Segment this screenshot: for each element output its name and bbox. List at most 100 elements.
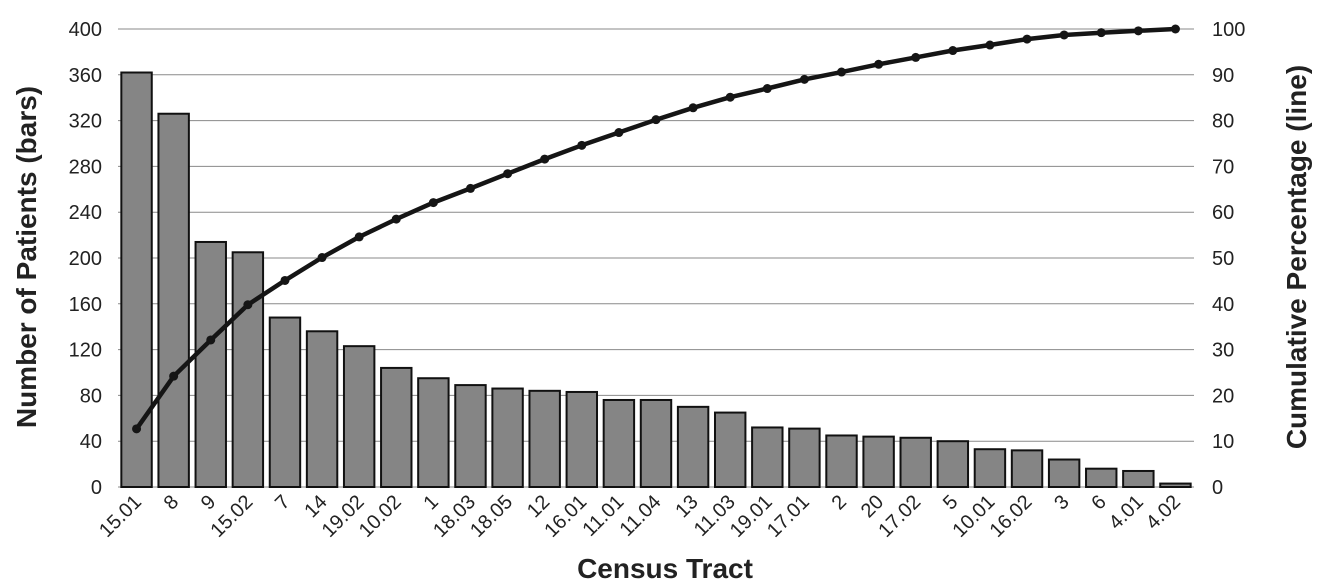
cumulative-point	[280, 275, 290, 285]
x-tick-label: 15.02	[206, 491, 257, 542]
x-tick-label: 9	[197, 491, 220, 514]
cumulative-point	[428, 198, 438, 208]
bar	[1159, 482, 1192, 489]
right-tick-label: 30	[1212, 340, 1234, 362]
cumulative-point	[1096, 28, 1106, 38]
x-tick-label: 10.01	[949, 491, 1000, 542]
left-tick-label: 40	[80, 431, 102, 453]
bar	[899, 436, 932, 489]
left-tick-label: 240	[69, 202, 102, 224]
cumulative-point	[985, 40, 995, 50]
bar	[194, 240, 227, 488]
x-tick-label: 4.01	[1105, 491, 1148, 534]
bar	[565, 390, 599, 488]
bar	[417, 377, 450, 489]
right-axis-title: Cumulative Percentage (line)	[1281, 65, 1312, 449]
x-tick-label: 19.02	[318, 491, 369, 542]
left-tick-label: 0	[91, 477, 102, 499]
right-tick-label: 50	[1212, 248, 1234, 270]
x-tick-label: 16.02	[986, 491, 1037, 542]
bar	[305, 330, 339, 488]
bar	[788, 427, 821, 489]
cumulative-point	[132, 424, 142, 434]
right-tick-label: 90	[1212, 65, 1234, 87]
x-tick-label: 10.02	[355, 491, 406, 542]
bar	[1010, 449, 1044, 488]
x-tick-label: 8	[160, 491, 183, 514]
cumulative-point	[614, 128, 624, 138]
bar	[342, 345, 376, 489]
cumulative-point	[1170, 24, 1180, 34]
bar	[602, 398, 636, 489]
x-tick-label: 17.01	[763, 491, 814, 542]
cumulative-point	[688, 103, 698, 113]
x-tick-label: 17.02	[874, 491, 925, 542]
bar	[676, 405, 710, 489]
cumulative-point	[465, 183, 475, 193]
bar	[751, 426, 784, 488]
bar	[231, 251, 265, 488]
bar	[1085, 467, 1118, 488]
cumulative-point	[243, 300, 253, 310]
right-tick-label: 70	[1212, 156, 1234, 178]
x-axis-title: Census Tract	[577, 553, 753, 583]
bar	[380, 366, 413, 489]
x-tick-label: 15.01	[95, 491, 146, 542]
left-tick-label: 160	[69, 294, 102, 316]
bar	[528, 389, 561, 489]
x-tick-label: 18.03	[429, 491, 480, 542]
cumulative-point	[837, 67, 847, 77]
right-axis-ticks: 0 10 20 30 40 50 60 70 80 90 100	[1212, 19, 1245, 499]
right-tick-label: 60	[1212, 202, 1234, 224]
cumulative-point	[1059, 30, 1069, 40]
cumulative-point	[911, 52, 921, 62]
right-tick-label: 0	[1212, 477, 1223, 499]
cumulative-point	[874, 59, 884, 69]
cumulative-point	[503, 169, 513, 179]
cumulative-point	[169, 371, 179, 381]
left-tick-label: 80	[80, 385, 102, 407]
bar	[936, 440, 970, 489]
cumulative-point	[391, 214, 401, 224]
cumulative-point	[540, 154, 550, 164]
cumulative-point	[725, 92, 735, 102]
cumulative-point	[1133, 26, 1143, 36]
cumulative-point	[651, 115, 661, 125]
cumulative-point	[317, 253, 327, 263]
x-tick-label: 6	[1087, 491, 1110, 514]
right-tick-label: 40	[1212, 294, 1234, 316]
left-tick-label: 320	[69, 111, 102, 133]
cumulative-point	[206, 335, 216, 345]
left-tick-label: 360	[69, 65, 102, 87]
bar	[1047, 458, 1081, 488]
bar	[973, 448, 1007, 488]
right-tick-label: 100	[1212, 19, 1245, 41]
x-tick-label: 7	[271, 491, 294, 514]
cumulative-point	[799, 74, 809, 84]
x-tick-label: 1	[419, 491, 442, 514]
left-tick-label: 280	[69, 156, 102, 178]
x-tick-label: 11.04	[616, 491, 666, 541]
bar	[454, 384, 487, 488]
left-axis-title: Number of Patients (bars)	[11, 86, 42, 428]
x-tick-label: 3	[1050, 491, 1073, 514]
x-tick-label: 16.01	[540, 491, 591, 542]
cumulative-point	[948, 46, 958, 56]
right-tick-label: 20	[1212, 385, 1234, 407]
cumulative-point	[762, 84, 772, 94]
left-tick-label: 400	[69, 19, 102, 41]
x-tick-label: 18.05	[466, 491, 517, 542]
x-tick-label: 19.01	[726, 491, 777, 542]
x-tick-label: 4.02	[1142, 491, 1185, 534]
bar	[1122, 469, 1155, 489]
cumulative-line-group	[132, 24, 1180, 434]
bar	[639, 398, 673, 489]
left-tick-label: 120	[69, 340, 102, 362]
left-tick-label: 200	[69, 248, 102, 270]
bar	[825, 434, 858, 489]
bar	[157, 112, 190, 488]
x-tick-label: 5	[939, 491, 962, 514]
left-axis-ticks: 0 40 80 120 160 200 240 280 320 360 400	[69, 19, 102, 499]
